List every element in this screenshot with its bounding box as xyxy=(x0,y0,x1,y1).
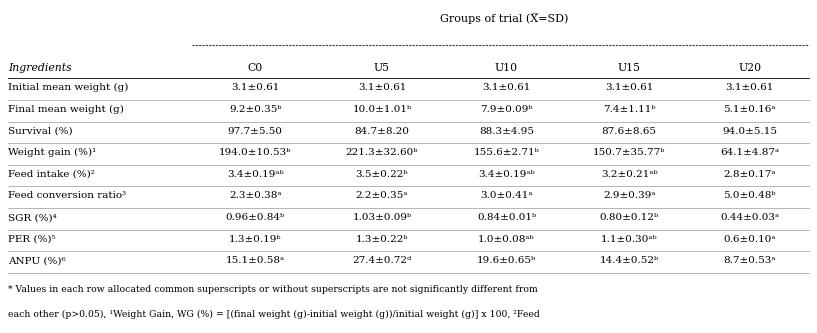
Text: 3.1±0.61: 3.1±0.61 xyxy=(358,83,406,92)
Text: U5: U5 xyxy=(374,63,390,73)
Text: 0.96±0.84ᵇ: 0.96±0.84ᵇ xyxy=(225,213,285,222)
Text: 87.6±8.65: 87.6±8.65 xyxy=(601,127,657,136)
Text: each other (p>0.05), ¹Weight Gain, WG (%) = [(final weight (g)-initial weight (g: each other (p>0.05), ¹Weight Gain, WG (%… xyxy=(8,310,540,319)
Text: 0.44±0.03ᵃ: 0.44±0.03ᵃ xyxy=(720,213,779,222)
Text: 7.4±1.11ᵇ: 7.4±1.11ᵇ xyxy=(603,105,655,114)
Text: 1.3±0.22ᵇ: 1.3±0.22ᵇ xyxy=(355,235,408,244)
Text: 7.9±0.09ᵇ: 7.9±0.09ᵇ xyxy=(480,105,533,114)
Text: 155.6±2.71ᵇ: 155.6±2.71ᵇ xyxy=(474,148,539,157)
Text: 84.7±8.20: 84.7±8.20 xyxy=(355,127,409,136)
Text: 94.0±5.15: 94.0±5.15 xyxy=(722,127,777,136)
Text: 3.1±0.61: 3.1±0.61 xyxy=(231,83,279,92)
Text: 3.1±0.61: 3.1±0.61 xyxy=(482,83,531,92)
Text: 0.84±0.01ᵇ: 0.84±0.01ᵇ xyxy=(477,213,536,222)
Text: 0.6±0.10ᵃ: 0.6±0.10ᵃ xyxy=(723,235,776,244)
Text: 64.1±4.87ᵃ: 64.1±4.87ᵃ xyxy=(720,148,779,157)
Text: 1.03±0.09ᵇ: 1.03±0.09ᵇ xyxy=(352,213,412,222)
Text: 3.1±0.61: 3.1±0.61 xyxy=(725,83,774,92)
Text: Weight gain (%)¹: Weight gain (%)¹ xyxy=(8,148,96,157)
Text: 221.3±32.60ᵇ: 221.3±32.60ᵇ xyxy=(346,148,418,157)
Text: 1.1±0.30ᵃᵇ: 1.1±0.30ᵃᵇ xyxy=(600,235,658,244)
Text: 5.1±0.16ᵃ: 5.1±0.16ᵃ xyxy=(723,105,776,114)
Text: Initial mean weight (g): Initial mean weight (g) xyxy=(8,83,128,92)
Text: 10.0±1.01ᵇ: 10.0±1.01ᵇ xyxy=(352,105,412,114)
Text: 97.7±5.50: 97.7±5.50 xyxy=(228,127,283,136)
Text: SGR (%)⁴: SGR (%)⁴ xyxy=(8,213,57,222)
Text: 2.8±0.17ᵃ: 2.8±0.17ᵃ xyxy=(723,170,776,179)
Text: 1.3±0.19ᵇ: 1.3±0.19ᵇ xyxy=(229,235,282,244)
Text: 19.6±0.65ᵇ: 19.6±0.65ᵇ xyxy=(477,256,536,265)
Text: 3.4±0.19ᵃᵇ: 3.4±0.19ᵃᵇ xyxy=(478,170,535,179)
Text: 3.2±0.21ᵃᵇ: 3.2±0.21ᵃᵇ xyxy=(600,170,658,179)
Text: 27.4±0.72ᵈ: 27.4±0.72ᵈ xyxy=(352,256,412,265)
Text: Survival (%): Survival (%) xyxy=(8,127,73,136)
Text: Ingredients: Ingredients xyxy=(8,63,72,73)
Text: 15.1±0.58ᵃ: 15.1±0.58ᵃ xyxy=(225,256,285,265)
Text: 9.2±0.35ᵇ: 9.2±0.35ᵇ xyxy=(229,105,282,114)
Text: U15: U15 xyxy=(618,63,641,73)
Text: 88.3±4.95: 88.3±4.95 xyxy=(479,127,534,136)
Text: Feed intake (%)²: Feed intake (%)² xyxy=(8,170,95,179)
Text: 3.4±0.19ᵃᵇ: 3.4±0.19ᵃᵇ xyxy=(227,170,283,179)
Text: Groups of trial (Χ̅=SD): Groups of trial (Χ̅=SD) xyxy=(440,13,569,24)
Text: 5.0±0.48ᵇ: 5.0±0.48ᵇ xyxy=(723,191,776,200)
Text: U10: U10 xyxy=(495,63,518,73)
Text: 2.2±0.35ᵃ: 2.2±0.35ᵃ xyxy=(355,191,408,200)
Text: PER (%)⁵: PER (%)⁵ xyxy=(8,235,56,244)
Text: 0.80±0.12ᵇ: 0.80±0.12ᵇ xyxy=(600,213,659,222)
Text: 194.0±10.53ᵇ: 194.0±10.53ᵇ xyxy=(219,148,292,157)
Text: Feed conversion ratio³: Feed conversion ratio³ xyxy=(8,191,127,200)
Text: 8.7±0.53ᵃ: 8.7±0.53ᵃ xyxy=(723,256,776,265)
Text: 150.7±35.77ᵇ: 150.7±35.77ᵇ xyxy=(593,148,665,157)
Text: 3.1±0.61: 3.1±0.61 xyxy=(605,83,654,92)
Text: 2.9±0.39ᵃ: 2.9±0.39ᵃ xyxy=(603,191,655,200)
Text: 3.0±0.41ᵃ: 3.0±0.41ᵃ xyxy=(480,191,533,200)
Text: 3.5±0.22ᵇ: 3.5±0.22ᵇ xyxy=(355,170,408,179)
Text: ANPU (%)⁶: ANPU (%)⁶ xyxy=(8,256,66,265)
Text: 14.4±0.52ᵇ: 14.4±0.52ᵇ xyxy=(600,256,659,265)
Text: * Values in each row allocated common superscripts or without superscripts are n: * Values in each row allocated common su… xyxy=(8,285,538,294)
Text: U20: U20 xyxy=(738,63,761,73)
Text: C0: C0 xyxy=(248,63,263,73)
Text: 2.3±0.38ᵃ: 2.3±0.38ᵃ xyxy=(229,191,282,200)
Text: 1.0±0.08ᵃᵇ: 1.0±0.08ᵃᵇ xyxy=(478,235,535,244)
Text: Final mean weight (g): Final mean weight (g) xyxy=(8,105,124,114)
